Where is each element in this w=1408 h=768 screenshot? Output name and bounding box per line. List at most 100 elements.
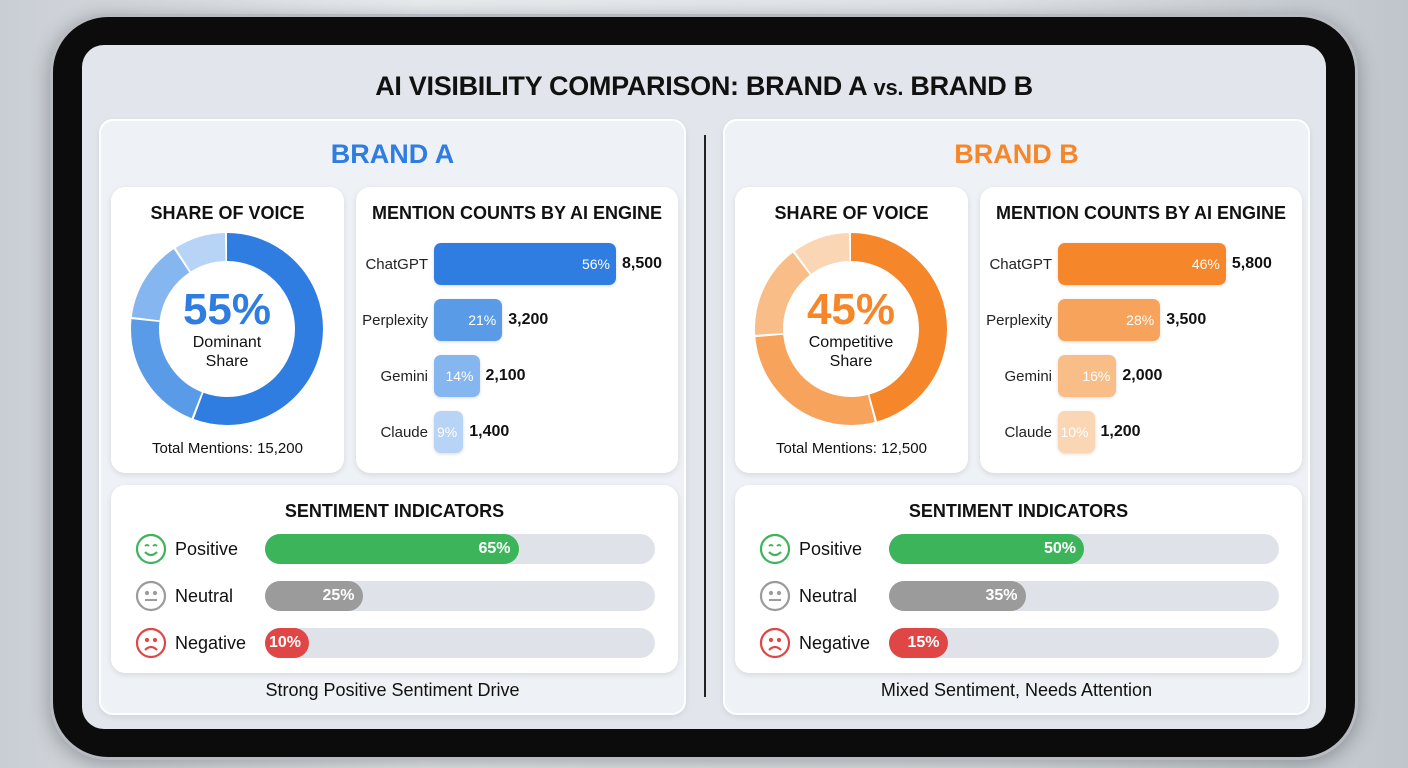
engine-pct: 21% xyxy=(468,312,497,328)
engine-pct: 46% xyxy=(1191,256,1220,272)
sov-label: Competitive Share xyxy=(808,334,894,370)
sentiment-heading: SENTIMENT INDICATORS xyxy=(908,501,1129,521)
engine-pct: 16% xyxy=(1082,368,1111,384)
engine-row: Gemini 14% 2,100 xyxy=(356,355,526,397)
sentiment-label: Negative xyxy=(799,632,871,653)
title-main: AI VISIBILITY COMPARISON: BRAND A xyxy=(375,71,874,101)
engine-bar: 14% xyxy=(434,355,480,397)
frown-icon xyxy=(759,627,791,659)
sentiment-fill: 10% xyxy=(265,628,309,658)
sentiment-track: 10% xyxy=(265,628,655,658)
dashboard-screen: AI VISIBILITY COMPARISON: BRAND A vs. BR… xyxy=(82,45,1326,729)
sov-value: 55% xyxy=(182,285,272,334)
title-vs: vs. xyxy=(873,75,904,100)
sentiment-label: Neutral xyxy=(175,585,234,606)
sentiment-label: Positive xyxy=(799,538,863,559)
mention-counts-card: MENTION COUNTS BY AI ENGINE ChatGPT 56% 8,5… xyxy=(356,187,678,473)
sentiment-card: SENTIMENT INDICATORS Positive 50% Neutral 35… xyxy=(735,485,1302,673)
sentiment-row: Negative 15% xyxy=(759,627,1279,659)
sentiment-caption: Strong Positive Sentiment Drive xyxy=(265,680,520,700)
sentiment-label: Positive xyxy=(175,538,239,559)
engine-label: Gemini xyxy=(1004,367,1052,385)
sentiment-fill: 35% xyxy=(889,581,1026,611)
engine-label: Claude xyxy=(380,423,428,441)
brand-name: BRAND B xyxy=(954,139,1079,169)
sentiment-fill: 15% xyxy=(889,628,948,658)
mentions-heading: MENTION COUNTS BY AI ENGINE xyxy=(371,203,663,223)
sentiment-row: Negative 10% xyxy=(135,627,655,659)
frown-icon xyxy=(135,627,167,659)
sentiment-heading: SENTIMENT INDICATORS xyxy=(284,501,505,521)
engine-count: 1,200 xyxy=(1100,423,1141,440)
donut-segment-chatgpt xyxy=(131,233,323,425)
smile-icon xyxy=(759,533,791,565)
engine-bar: 16% xyxy=(1058,355,1117,397)
engine-row: Claude 10% 1,200 xyxy=(980,411,1141,453)
brand-panel: BRAND A SHARE OF VOICE 55% Dominant Share To… xyxy=(99,119,686,715)
engine-bar: 9% xyxy=(434,411,464,453)
donut-segment-perplexity xyxy=(131,233,323,425)
total-mentions: Total Mentions: 12,500 xyxy=(776,440,927,457)
share-donut-chart xyxy=(755,233,947,425)
sentiment-track: 25% xyxy=(265,581,655,611)
sentiment-card: SENTIMENT INDICATORS Positive 65% Neutral 25… xyxy=(111,485,678,673)
sov-heading: SHARE OF VOICE xyxy=(774,203,929,223)
sentiment-fill: 65% xyxy=(265,534,519,564)
smile-icon xyxy=(135,533,167,565)
mentions-heading: MENTION COUNTS BY AI ENGINE xyxy=(995,203,1287,223)
engine-row: Claude 9% 1,400 xyxy=(356,411,509,453)
sov-label: Dominant Share xyxy=(192,334,262,370)
donut-segment-perplexity xyxy=(755,233,947,425)
sentiment-track: 50% xyxy=(889,534,1279,564)
sentiment-label: Negative xyxy=(175,632,247,653)
engine-row: Perplexity 21% 3,200 xyxy=(356,299,548,341)
share-of-voice-card: SHARE OF VOICE 45% Competitive Share Total … xyxy=(735,187,968,473)
engine-count: 5,800 xyxy=(1231,255,1272,272)
engine-row: Perplexity 28% 3,500 xyxy=(980,299,1206,341)
engine-count: 3,200 xyxy=(508,311,549,328)
sentiment-label: Neutral xyxy=(799,585,858,606)
engine-bar: 28% xyxy=(1058,299,1161,341)
sentiment-fill: 25% xyxy=(265,581,363,611)
sentiment-fill: 50% xyxy=(889,534,1084,564)
sentiment-track: 65% xyxy=(265,534,655,564)
engine-bar: 56% xyxy=(434,243,616,285)
mention-counts-card: MENTION COUNTS BY AI ENGINE ChatGPT 46% 5,8… xyxy=(980,187,1302,473)
engine-count: 2,100 xyxy=(485,367,526,384)
donut-segment-gemini xyxy=(755,233,947,425)
engine-label: ChatGPT xyxy=(365,255,428,273)
brand-name: BRAND A xyxy=(330,139,455,169)
total-mentions: Total Mentions: 15,200 xyxy=(152,440,303,457)
engine-bar: 46% xyxy=(1058,243,1226,285)
sentiment-track: 15% xyxy=(889,628,1279,658)
sentiment-row: Positive 50% xyxy=(759,533,1279,565)
engine-count: 1,400 xyxy=(469,423,510,440)
engine-count: 2,000 xyxy=(1122,367,1163,384)
sentiment-row: Neutral 25% xyxy=(135,580,655,612)
sentiment-caption: Mixed Sentiment, Needs Attention xyxy=(880,680,1153,700)
sov-value: 45% xyxy=(806,285,896,334)
engine-pct: 9% xyxy=(437,424,458,440)
engine-label: Perplexity xyxy=(362,311,428,329)
engine-count: 8,500 xyxy=(622,255,663,272)
sentiment-row: Neutral 35% xyxy=(759,580,1279,612)
donut-segment-chatgpt xyxy=(755,233,947,425)
sentiment-track: 35% xyxy=(889,581,1279,611)
engine-row: Gemini 16% 2,000 xyxy=(980,355,1162,397)
neutral-face-icon xyxy=(135,580,167,612)
neutral-face-icon xyxy=(759,580,791,612)
engine-pct: 10% xyxy=(1060,424,1089,440)
sov-heading: SHARE OF VOICE xyxy=(150,203,305,223)
share-donut-chart xyxy=(131,233,323,425)
share-of-voice-card: SHARE OF VOICE 55% Dominant Share Total Men… xyxy=(111,187,344,473)
engine-pct: 56% xyxy=(581,256,610,272)
divider xyxy=(704,135,706,697)
engine-bar: 10% xyxy=(1058,411,1095,453)
engine-pct: 28% xyxy=(1126,312,1155,328)
title-end: BRAND B xyxy=(903,71,1033,101)
engine-pct: 14% xyxy=(445,368,474,384)
page-title: AI VISIBILITY COMPARISON: BRAND A vs. BR… xyxy=(82,71,1326,102)
engine-label: Claude xyxy=(1004,423,1052,441)
engine-label: Perplexity xyxy=(986,311,1052,329)
donut-center: 55% Dominant Share xyxy=(131,233,323,425)
